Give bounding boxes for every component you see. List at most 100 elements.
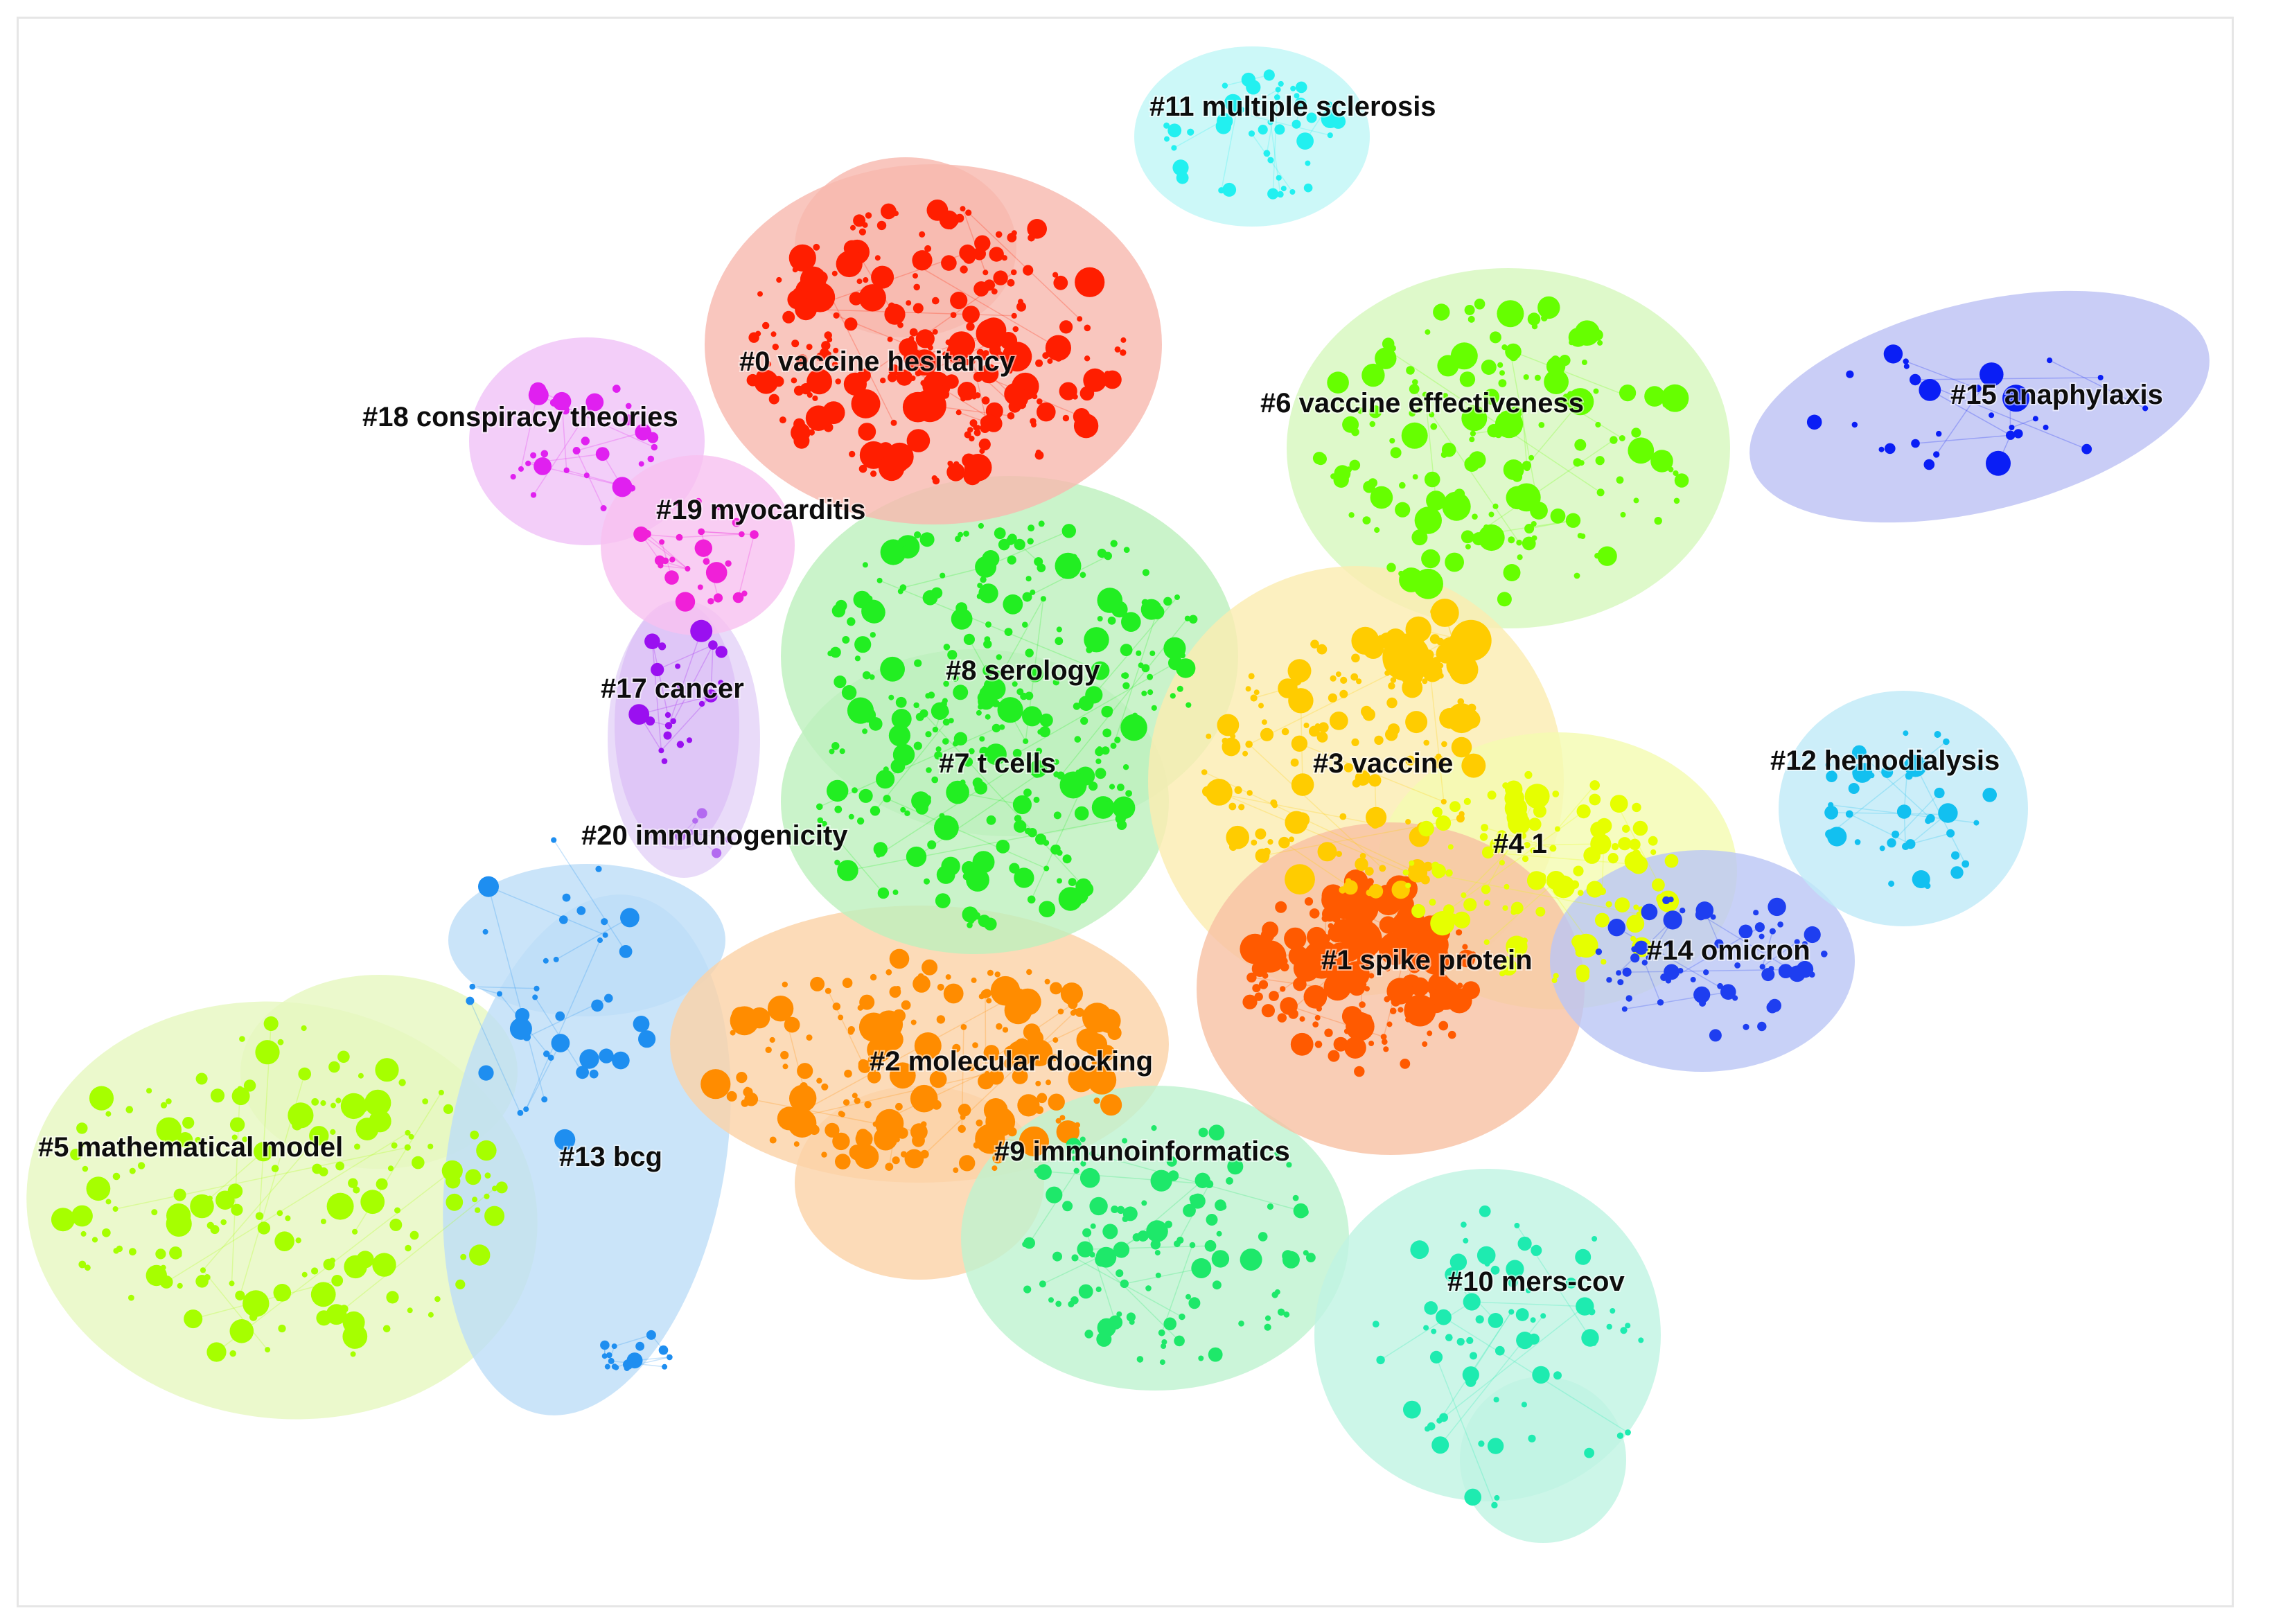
- node-c0: [946, 463, 965, 482]
- node-c17: [664, 722, 673, 730]
- node-c4: [1589, 793, 1601, 806]
- edge-c19: [737, 534, 755, 598]
- node-c3: [1287, 659, 1312, 683]
- edge-c0: [968, 212, 1080, 319]
- node-c5: [353, 1186, 360, 1194]
- node-c1: [1368, 1041, 1375, 1046]
- node-c5: [292, 1120, 303, 1131]
- node-c15: [2002, 385, 2029, 412]
- node-c12: [1934, 731, 1941, 738]
- node-c4: [1533, 804, 1546, 818]
- node-c7: [892, 889, 899, 895]
- node-c7: [1096, 746, 1102, 752]
- node-c6: [1633, 497, 1639, 504]
- edge-c11: [1272, 97, 1278, 194]
- node-c5: [475, 1257, 483, 1266]
- node-c0: [844, 317, 858, 331]
- cluster-labels: #0 vaccine hesitancy #1 spike protein #2…: [37, 90, 2165, 1298]
- node-c4: [1630, 915, 1637, 921]
- node-c2: [892, 1156, 900, 1165]
- node-c5: [156, 1117, 182, 1143]
- node-c6: [1361, 363, 1385, 387]
- node-c10: [1508, 1309, 1515, 1315]
- edge-c13: [469, 1000, 521, 1113]
- node-c3: [1355, 857, 1368, 872]
- node-c13: [597, 937, 603, 944]
- node-c10: [1445, 1334, 1453, 1341]
- node-c13: [635, 1341, 644, 1351]
- node-c8: [862, 671, 871, 680]
- node-c11: [1305, 160, 1311, 166]
- node-c15: [2006, 430, 2016, 440]
- node-c6: [1443, 491, 1467, 515]
- node-c2: [1091, 1060, 1098, 1066]
- node-c5: [82, 1165, 89, 1172]
- node-c5: [85, 1264, 91, 1271]
- node-c3: [1436, 753, 1442, 760]
- node-c9: [1136, 1356, 1144, 1363]
- node-c7: [972, 851, 995, 874]
- node-c1: [1292, 1041, 1298, 1047]
- node-c14: [1710, 914, 1716, 920]
- node-c7: [953, 685, 969, 700]
- node-c0: [965, 209, 972, 216]
- node-c19: [658, 563, 664, 569]
- node-c15: [1910, 377, 1916, 383]
- node-c7: [1117, 784, 1125, 791]
- label-cluster-2: #2 molecular docking: [870, 1046, 1153, 1077]
- node-c18: [518, 466, 524, 472]
- node-c8: [842, 636, 850, 644]
- node-c2: [1035, 1080, 1041, 1086]
- node-c4: [1463, 797, 1471, 805]
- node-c5: [492, 1185, 497, 1192]
- edge-c17: [657, 644, 714, 671]
- node-c12: [1962, 860, 1970, 868]
- node-c2: [1059, 1115, 1066, 1121]
- node-c7: [1039, 901, 1056, 917]
- node-c4: [1552, 875, 1576, 899]
- node-c0: [836, 250, 863, 278]
- node-c0: [849, 450, 856, 458]
- node-c3: [1390, 677, 1397, 683]
- node-c13: [543, 1050, 550, 1057]
- node-c9: [1165, 1220, 1172, 1228]
- node-c1: [1457, 949, 1476, 968]
- node-c9: [1185, 1294, 1191, 1300]
- node-c2: [800, 1082, 808, 1091]
- node-c18: [563, 467, 570, 473]
- node-c17: [690, 619, 713, 642]
- node-c2: [778, 1000, 787, 1009]
- edge-c10: [1380, 1301, 1472, 1361]
- node-c8: [926, 767, 932, 773]
- node-c2: [854, 1097, 861, 1104]
- node-c12: [1824, 805, 1839, 820]
- node-c11: [1274, 124, 1285, 135]
- node-c0: [980, 443, 987, 450]
- node-c11: [1278, 80, 1284, 87]
- node-c4: [1589, 780, 1600, 791]
- node-c1: [1386, 1021, 1393, 1027]
- node-c8: [1097, 548, 1107, 558]
- node-c8: [994, 527, 1006, 540]
- node-c1: [1388, 879, 1395, 885]
- node-c3: [1423, 739, 1429, 746]
- node-c1: [1328, 924, 1347, 943]
- node-c4: [1510, 908, 1517, 915]
- edge-c19: [640, 533, 688, 570]
- node-c10: [1478, 1440, 1485, 1447]
- node-c3: [1226, 825, 1249, 849]
- node-c14: [1796, 960, 1814, 978]
- edge-c9: [1028, 1170, 1077, 1244]
- node-c18: [510, 474, 516, 480]
- node-c11: [1292, 119, 1301, 129]
- node-c6: [1546, 357, 1566, 376]
- node-c5: [243, 1079, 256, 1092]
- node-c15: [1851, 421, 1858, 428]
- node-c11: [1167, 123, 1182, 138]
- label-cluster-20: #20 immunogenicity: [581, 820, 848, 851]
- node-c7: [1053, 811, 1061, 820]
- node-c2: [922, 959, 938, 976]
- node-c14: [1677, 968, 1684, 973]
- node-c19: [713, 593, 723, 603]
- node-c6: [1507, 347, 1513, 354]
